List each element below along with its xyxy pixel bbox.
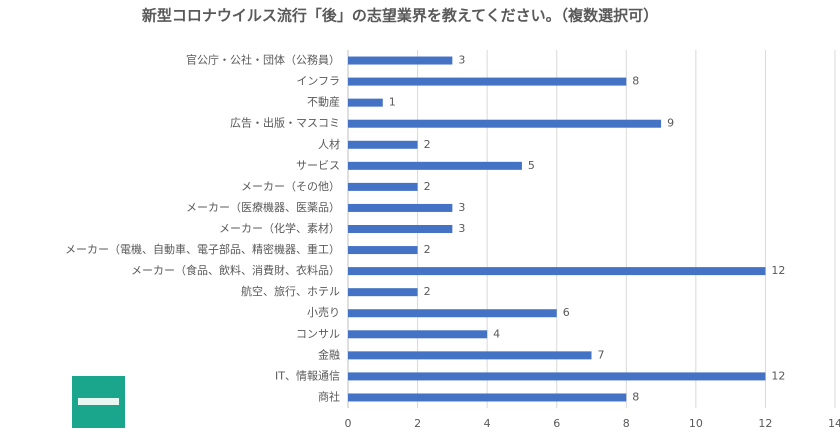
y-tick-label: 広告・出版・マスコミ: [230, 116, 340, 130]
bar: [348, 203, 453, 212]
y-tick-label: 小売り: [307, 306, 340, 319]
x-tick-label: 10: [689, 417, 703, 430]
bar: [348, 77, 627, 86]
bar: [348, 309, 557, 318]
y-tick-label: メーカー（食品、飲料、消費財、衣料品）: [131, 263, 340, 277]
y-tick-label: IT、情報通信: [275, 369, 340, 382]
value-label: 7: [598, 348, 605, 361]
x-tick-label: 12: [758, 417, 772, 430]
bar: [348, 246, 418, 255]
value-label: 4: [493, 327, 500, 340]
bar: [348, 288, 418, 297]
bar: [348, 161, 522, 170]
bar: [348, 98, 383, 107]
value-label: 3: [458, 54, 465, 67]
bar: [348, 56, 453, 65]
bar: [348, 330, 488, 339]
logo-mark: [78, 398, 119, 405]
bar: [348, 119, 662, 128]
value-label: 12: [771, 264, 785, 277]
y-tick-label: 不動産: [307, 95, 340, 109]
value-label: 8: [632, 75, 639, 88]
y-tick-label: 官公庁・公社・団体（公務員）: [186, 53, 340, 67]
logo: [72, 376, 125, 428]
bar: [348, 393, 627, 402]
y-tick-label: メーカー（医療機器、医薬品）: [186, 200, 340, 214]
value-label: 1: [389, 96, 396, 109]
bar: [348, 372, 766, 381]
bar: [348, 140, 418, 149]
chart-title: 新型コロナウイルス流行「後」の志望業界を教えてください。（複数選択可）: [142, 7, 658, 25]
value-label: 2: [424, 285, 431, 298]
value-label: 3: [458, 201, 465, 214]
y-tick-label: メーカー（その他）: [241, 180, 340, 193]
y-tick-label: メーカー（化学、素材）: [219, 221, 340, 235]
value-label: 3: [458, 222, 465, 235]
value-label: 8: [632, 390, 639, 403]
y-tick-label: 航空、旅行、ホテル: [241, 284, 340, 298]
x-tick-label: 4: [484, 417, 491, 430]
y-tick-label: 人材: [318, 137, 340, 151]
y-tick-label: インフラ: [296, 75, 340, 88]
x-tick-label: 2: [414, 417, 421, 430]
bar: [348, 225, 453, 233]
x-tick-label: 8: [623, 417, 630, 430]
value-label: 6: [563, 306, 570, 319]
value-label: 2: [424, 138, 431, 151]
bar: [348, 267, 766, 276]
y-tick-label: サービス: [296, 159, 340, 172]
x-tick-label: 6: [553, 417, 560, 430]
y-tick-label: 金融: [318, 347, 340, 361]
x-tick-label: 14: [828, 417, 840, 430]
bar: [348, 182, 418, 191]
value-label: 5: [528, 159, 535, 172]
y-tick-label: コンサル: [296, 327, 340, 340]
value-label: 12: [771, 369, 785, 382]
bar: [348, 351, 592, 360]
value-label: 2: [424, 180, 431, 193]
y-tick-label: 商社: [318, 389, 340, 403]
y-tick-label: メーカー（電機、自動車、電子部品、精密機器、重工）: [65, 242, 340, 256]
value-label: 2: [424, 243, 431, 256]
value-label: 9: [667, 117, 674, 130]
x-tick-label: 0: [345, 417, 352, 430]
